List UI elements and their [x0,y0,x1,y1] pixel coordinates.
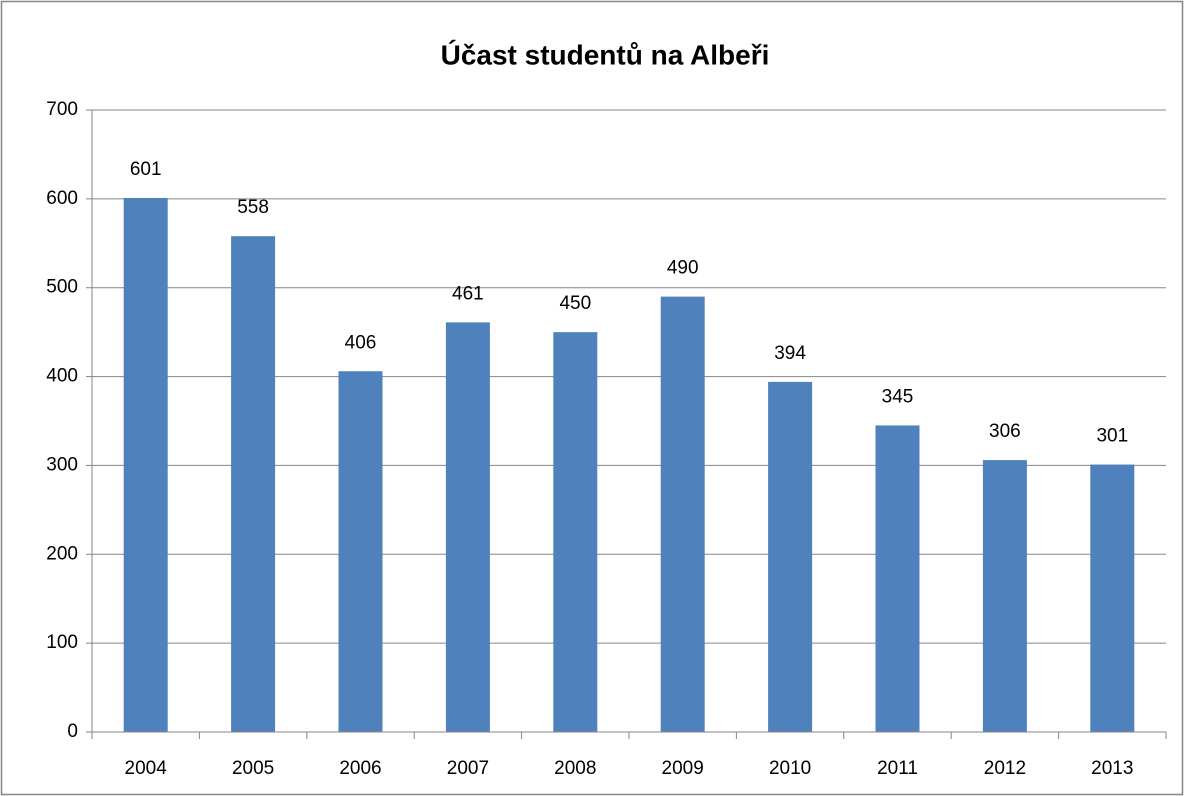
x-tick-label: 2008 [554,758,596,779]
bar [553,332,598,732]
data-label: 461 [452,283,484,304]
data-label: 301 [1096,426,1128,447]
bar [1090,464,1135,732]
data-label: 490 [667,258,699,279]
y-tick-label: 700 [46,99,78,120]
bar [875,425,920,732]
bar [660,296,705,732]
x-tick-label: 2009 [662,758,704,779]
data-label: 306 [989,421,1021,442]
y-tick-label: 600 [46,188,78,209]
y-tick-label: 400 [46,366,78,387]
bar [445,322,490,732]
y-tick-label: 100 [46,632,78,653]
bar [231,236,276,733]
data-label: 345 [882,386,914,407]
bar [982,460,1027,732]
x-tick-label: 2012 [984,758,1026,779]
bar [338,371,383,732]
x-tick-label: 2007 [447,758,489,779]
data-label: 406 [345,332,377,353]
data-label: 394 [774,343,806,364]
data-label: 601 [130,159,162,180]
chart-title: Účast studentů na Albeři [441,39,770,70]
data-label: 558 [237,197,269,218]
bar [123,197,168,732]
y-tick-label: 0 [67,721,78,742]
y-tick-label: 200 [46,543,78,564]
x-tick-label: 2005 [232,758,274,779]
x-tick-label: 2004 [125,758,168,779]
x-tick-label: 2006 [339,758,381,779]
y-tick-label: 500 [46,277,78,298]
data-label: 450 [559,293,591,314]
bar [768,381,813,732]
x-tick-label: 2013 [1091,758,1133,779]
y-tick-label: 300 [46,454,78,475]
x-tick-label: 2011 [877,758,918,779]
x-tick-label: 2010 [769,758,811,779]
